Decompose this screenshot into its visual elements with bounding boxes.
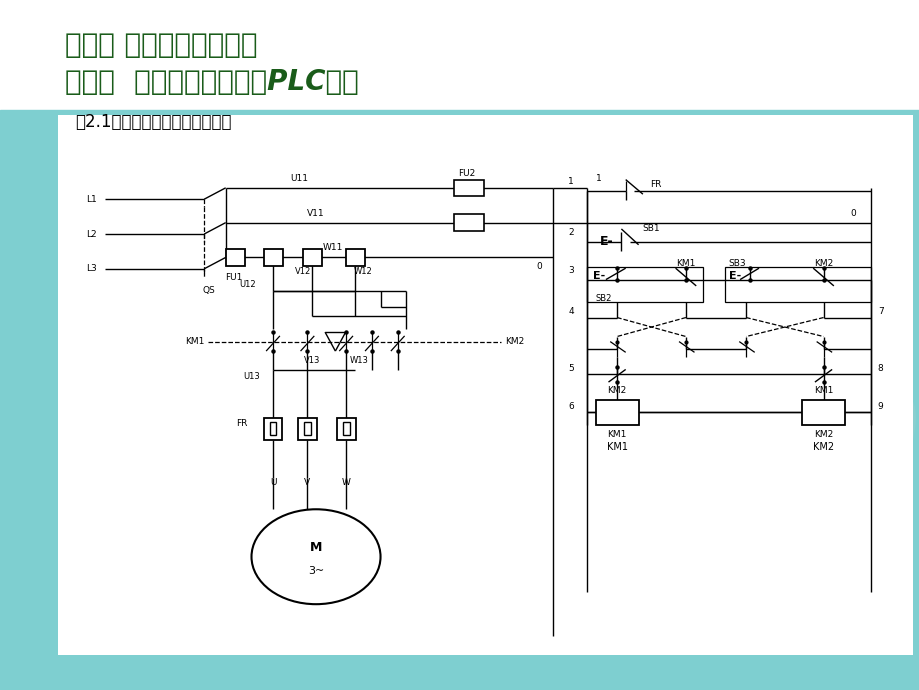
Text: FR: FR xyxy=(235,420,247,428)
Text: KM2: KM2 xyxy=(607,386,626,395)
Text: SB1: SB1 xyxy=(642,224,660,233)
Bar xyxy=(225,249,244,266)
Text: L3: L3 xyxy=(85,264,96,273)
Text: 5: 5 xyxy=(568,364,573,373)
Text: W13: W13 xyxy=(349,356,369,365)
Circle shape xyxy=(251,509,380,604)
Text: W12: W12 xyxy=(354,268,372,277)
Text: 9: 9 xyxy=(877,402,882,411)
Bar xyxy=(346,249,365,266)
Bar xyxy=(58,115,912,655)
Text: 3: 3 xyxy=(568,266,573,275)
Bar xyxy=(342,422,349,435)
Text: V13: V13 xyxy=(303,356,320,365)
Text: KM1: KM1 xyxy=(675,259,695,268)
Bar xyxy=(264,249,283,266)
Text: V12: V12 xyxy=(295,268,311,277)
Text: KM1: KM1 xyxy=(813,386,833,395)
Text: KM2: KM2 xyxy=(813,430,833,439)
Text: KM1: KM1 xyxy=(607,430,626,439)
Bar xyxy=(303,422,311,435)
Text: 2: 2 xyxy=(568,228,573,237)
Bar xyxy=(269,422,276,435)
Text: 0: 0 xyxy=(850,208,856,217)
Text: U11: U11 xyxy=(289,174,308,183)
Text: E-: E- xyxy=(728,271,741,282)
Text: KM1: KM1 xyxy=(606,442,627,452)
Text: L1: L1 xyxy=(85,195,96,204)
Text: L2: L2 xyxy=(86,230,96,239)
Text: 3~: 3~ xyxy=(308,566,323,575)
Text: 7: 7 xyxy=(877,307,882,316)
Text: E-: E- xyxy=(599,235,613,248)
Text: V: V xyxy=(304,478,310,487)
Text: 模块二 基本控制指令应用: 模块二 基本控制指令应用 xyxy=(65,31,257,59)
Text: FU1: FU1 xyxy=(225,273,243,282)
Text: KM2: KM2 xyxy=(505,337,524,346)
Bar xyxy=(298,417,316,440)
Bar xyxy=(595,400,638,425)
Text: SB3: SB3 xyxy=(728,259,745,268)
Text: U13: U13 xyxy=(244,372,260,381)
Text: M: M xyxy=(310,541,322,554)
Text: W: W xyxy=(341,478,350,487)
Text: 图2.1双重联锁的正反转控制电路: 图2.1双重联锁的正反转控制电路 xyxy=(75,113,232,131)
Bar xyxy=(0,110,919,690)
Bar xyxy=(336,417,356,440)
Text: Wing: Wing xyxy=(420,335,919,565)
Text: U: U xyxy=(269,478,276,487)
Text: QS: QS xyxy=(202,286,215,295)
Text: KM2: KM2 xyxy=(813,259,833,268)
Text: FU2: FU2 xyxy=(458,170,474,179)
Text: W11: W11 xyxy=(323,244,343,253)
Bar xyxy=(724,267,870,302)
Bar xyxy=(586,267,702,302)
Bar xyxy=(453,179,483,196)
Text: 0: 0 xyxy=(536,262,542,271)
Text: KM1: KM1 xyxy=(185,337,204,346)
Text: U12: U12 xyxy=(239,280,255,289)
Text: 4: 4 xyxy=(568,307,573,316)
Text: 1: 1 xyxy=(595,174,601,183)
Text: FR: FR xyxy=(650,180,661,189)
Text: SB2: SB2 xyxy=(595,294,611,303)
Text: 1: 1 xyxy=(568,177,573,186)
Text: 8: 8 xyxy=(877,364,882,373)
Bar xyxy=(801,400,845,425)
Text: 6: 6 xyxy=(568,402,573,411)
Text: 任务一  电机正反转线路的PLC控制: 任务一 电机正反转线路的PLC控制 xyxy=(65,68,358,96)
Text: V11: V11 xyxy=(307,208,324,217)
Text: 10: 10 xyxy=(267,199,732,522)
Bar xyxy=(263,417,282,440)
Text: KM2: KM2 xyxy=(812,442,834,452)
Bar xyxy=(0,0,919,110)
Text: E-: E- xyxy=(593,271,605,282)
Bar xyxy=(453,215,483,231)
Bar xyxy=(302,249,322,266)
